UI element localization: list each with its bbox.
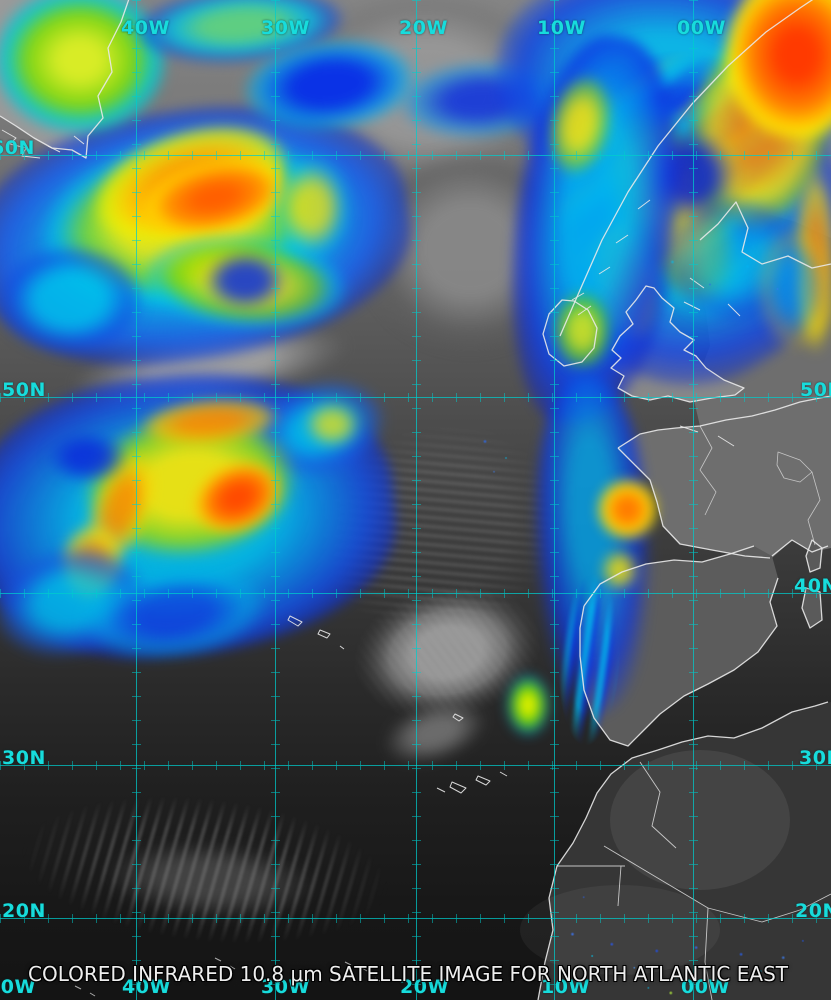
- border-mali-south: [704, 907, 713, 1000]
- speckle-field-northsea: [650, 235, 800, 325]
- europe-borders: [699, 425, 821, 546]
- grid-label-40w: 40W: [122, 976, 171, 998]
- cloud-blob-blue: [30, 420, 145, 495]
- ireland-coastline: [542, 299, 598, 367]
- border-morocco-algeria: [639, 761, 677, 849]
- gridline-40n: [0, 589, 831, 598]
- grid-label-40w: 40W: [121, 17, 170, 39]
- norway-coastline: [559, 0, 814, 337]
- gridline-10w: [550, 0, 559, 1000]
- corsica-landfill: [806, 540, 822, 572]
- gridline-20w: [412, 0, 421, 1000]
- small-islands: [59, 615, 508, 997]
- canary-islands: [436, 771, 508, 794]
- fjord-texture: [571, 199, 741, 447]
- madeira-island: [452, 713, 464, 722]
- denmark-coastline: [699, 201, 831, 269]
- iberia-north-coastline: [583, 545, 755, 607]
- grid-label-30n: 30N: [2, 747, 46, 769]
- gridline-40w: [132, 0, 141, 1000]
- speckle-field-atlantic: [470, 425, 530, 480]
- border-switzerland: [776, 451, 813, 483]
- gridline-00w: [689, 0, 698, 1000]
- gridline-50n: [0, 393, 831, 402]
- grid-label-00w: 00W: [681, 976, 730, 998]
- cloud-blob-green: [502, 668, 554, 742]
- iberia-west-south-coastline: [579, 577, 779, 747]
- gridline-20n: [0, 914, 831, 923]
- gridline-60n: [0, 151, 831, 160]
- grid-label-50n: 50N: [800, 379, 831, 401]
- grid-label-10w: 10W: [541, 976, 590, 998]
- sardinia-landfill: [802, 588, 822, 628]
- grid-label-00w: 00W: [677, 17, 726, 39]
- grid-label-50w: 50W: [0, 976, 36, 998]
- africa-borders: [557, 761, 831, 1000]
- grid-label-30n: 30N: [799, 747, 831, 769]
- gridline-30n: [0, 761, 831, 770]
- gridline-30w: [271, 0, 280, 1000]
- grid-label-30w: 30W: [261, 976, 310, 998]
- grid-label-20w: 20W: [400, 976, 449, 998]
- grid-label-60n: 60N: [0, 137, 35, 159]
- cloud-blob-orange-core: [590, 472, 665, 547]
- grid-label-30w: 30W: [261, 17, 310, 39]
- great-britain-coastline: [610, 285, 745, 403]
- grid-label-10w: 10W: [537, 17, 586, 39]
- grid-label-20n: 20N: [795, 900, 831, 922]
- azores-islands: [287, 615, 345, 650]
- border-france-east: [699, 425, 717, 516]
- france-med-coastline: [771, 539, 829, 557]
- border-italy: [807, 471, 821, 546]
- biscay-coastline: [617, 447, 771, 559]
- border-western-sahara: [557, 865, 625, 907]
- caption: COLORED INFRARED 10.8 μm SATELLITE IMAGE…: [28, 919, 788, 1000]
- cloud-blob-yellow: [292, 392, 372, 457]
- caption-title: COLORED INFRARED 10.8 μm SATELLITE IMAGE…: [28, 962, 788, 986]
- grid-label-50n: 50N: [2, 379, 46, 401]
- grid-label-40n: 40N: [794, 575, 831, 597]
- cloud-blob-blue: [185, 238, 305, 323]
- corsica-coastline: [805, 539, 823, 573]
- greenland-coastline: [0, 0, 130, 159]
- grid-label-20w: 20W: [399, 17, 448, 39]
- africa-med-coastline: [657, 701, 829, 751]
- cape-verde-islands: [59, 957, 381, 997]
- grid-label-20n: 20N: [2, 900, 46, 922]
